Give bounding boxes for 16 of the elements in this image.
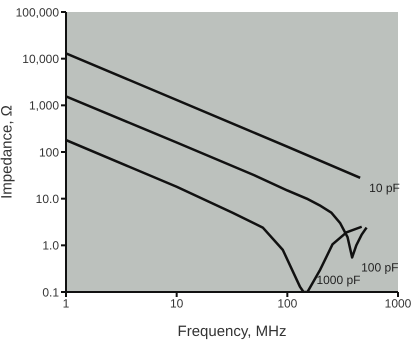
x-axis-title: Frequency, MHz [178,323,286,340]
series-label: 10 pF [369,180,400,195]
x-tick-label: 10 [170,296,184,311]
x-tick-label: 1000 [384,296,412,311]
x-tick-label: 100 [277,296,298,311]
series-label: 1000 pF [316,273,361,287]
y-axis-title: Impedance, Ω [0,105,16,199]
y-tick-label: 0.1 [42,285,60,300]
y-tick-label: 100 [38,145,60,160]
y-tick-label: 10.0 [36,192,60,206]
x-tick-label: 1 [62,296,70,311]
y-tick-label: 1,000 [28,98,60,113]
y-tick-label: 1.0 [42,238,60,253]
y-tick-label: 100,000 [16,5,60,20]
series-label: 100 pF [361,260,398,274]
y-tick-label: 10,000 [22,52,60,66]
